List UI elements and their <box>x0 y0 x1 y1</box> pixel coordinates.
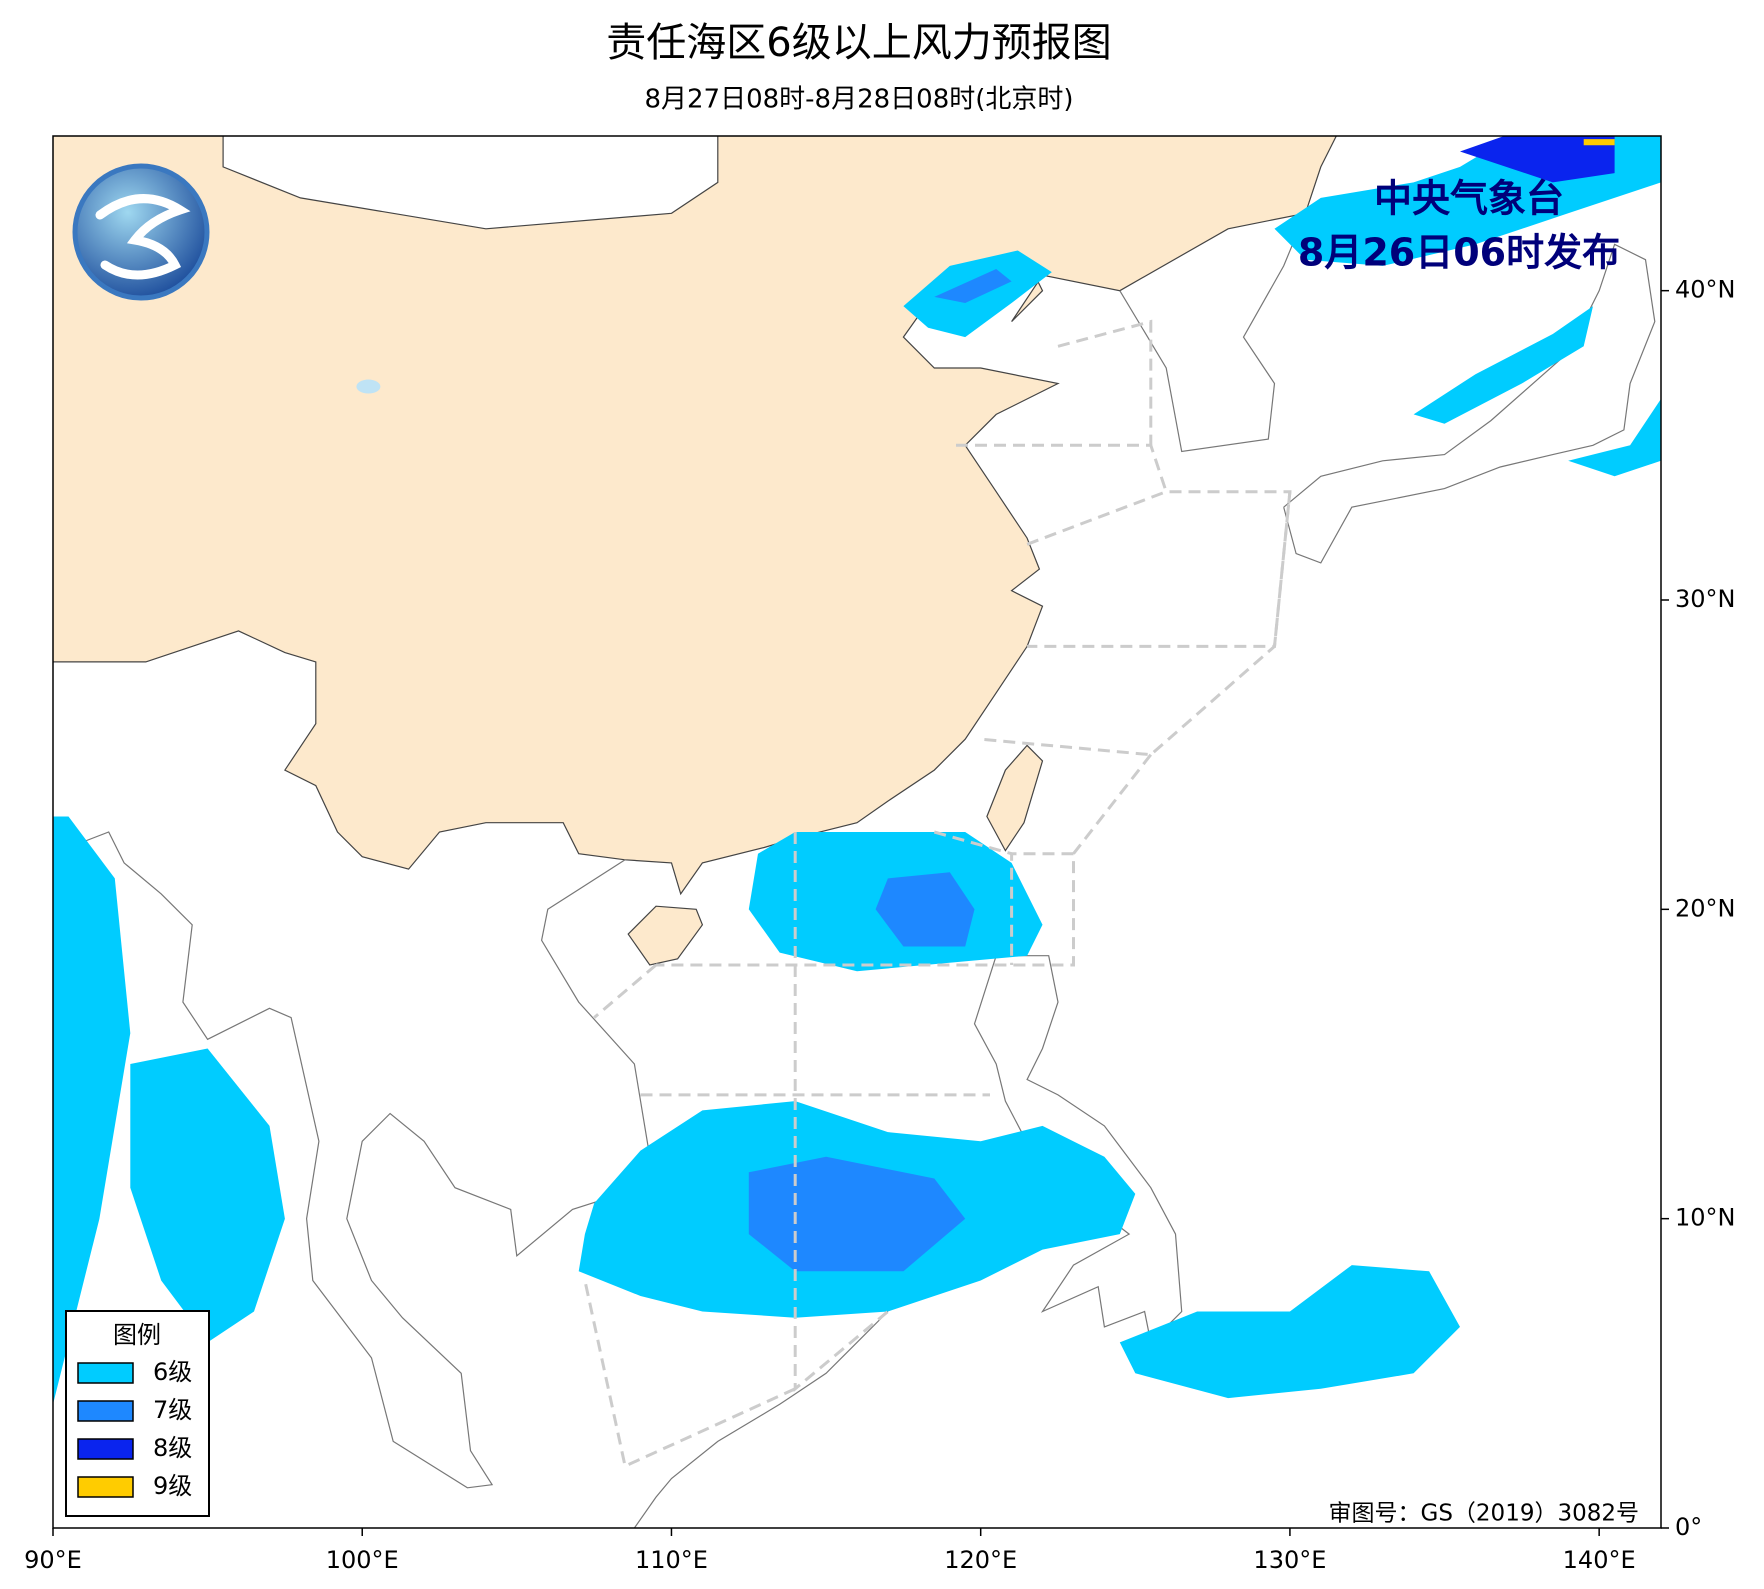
issuer-name: 中央气象台 <box>1374 177 1564 221</box>
legend-swatch <box>77 1476 134 1498</box>
coastline <box>1119 213 1306 453</box>
lat-tick-label: 40°N <box>1675 276 1736 304</box>
legend-label: 8级 <box>153 1434 192 1462</box>
issue-time: 8月26日06时发布 <box>1298 231 1620 275</box>
lon-tick-label: 100°E <box>326 1546 399 1574</box>
sea-boundary <box>656 753 1152 967</box>
logo <box>72 163 210 301</box>
lon-tick-label: 130°E <box>1253 1546 1326 1574</box>
legend-label: 7级 <box>153 1396 192 1424</box>
approval-number: 审图号：GS（2019）3082号 <box>1329 1501 1640 1527</box>
legend-label: 9级 <box>153 1472 192 1500</box>
map-frame <box>52 135 1662 1529</box>
sea-boundary <box>583 1280 796 1469</box>
wind-area <box>1119 1265 1460 1399</box>
qinghai-lake <box>356 379 381 394</box>
legend-title: 图例 <box>113 1321 161 1349</box>
china-land <box>53 136 1337 896</box>
wind-area <box>1413 306 1593 424</box>
taiwan <box>986 744 1044 852</box>
hainan <box>627 905 704 966</box>
sea-boundary <box>593 963 657 1019</box>
wind-area <box>748 1156 966 1272</box>
subtitle: 8月27日08时-8月28日08时(北京时) <box>644 85 1073 115</box>
legend-swatch <box>77 1362 134 1384</box>
map <box>53 136 1661 1528</box>
legend-swatch <box>77 1400 134 1422</box>
wind-area <box>934 269 1012 303</box>
legend-swatch <box>77 1438 134 1460</box>
lat-tick-label: 30°N <box>1675 585 1736 613</box>
legend-label: 6级 <box>153 1358 192 1386</box>
title: 责任海区6级以上风力预报图 <box>606 20 1111 66</box>
sea-boundary <box>1026 490 1167 546</box>
lon-tick-label: 140°E <box>1563 1546 1636 1574</box>
wind-area <box>53 816 131 1405</box>
sea-boundary <box>980 491 1292 757</box>
lon-tick-label: 120°E <box>944 1546 1017 1574</box>
sea-boundary <box>956 443 1292 648</box>
wind-area <box>130 1048 285 1343</box>
lat-tick-label: 20°N <box>1675 894 1736 922</box>
lon-tick-label: 90°E <box>24 1546 82 1574</box>
coastline <box>1283 243 1656 564</box>
wind-area <box>1583 139 1615 146</box>
wind-area <box>875 872 975 947</box>
wind-area <box>1568 398 1661 477</box>
sea-boundary <box>933 830 1013 856</box>
lon-tick-label: 110°E <box>635 1546 708 1574</box>
coastline <box>633 1311 889 1528</box>
wind-area <box>1460 136 1615 183</box>
lat-tick-label: 0° <box>1675 1513 1702 1541</box>
lat-tick-label: 10°N <box>1675 1204 1736 1232</box>
sea-boundary <box>1057 319 1153 446</box>
legend: 图例 6级 7级 8级 9级 <box>65 1310 210 1517</box>
